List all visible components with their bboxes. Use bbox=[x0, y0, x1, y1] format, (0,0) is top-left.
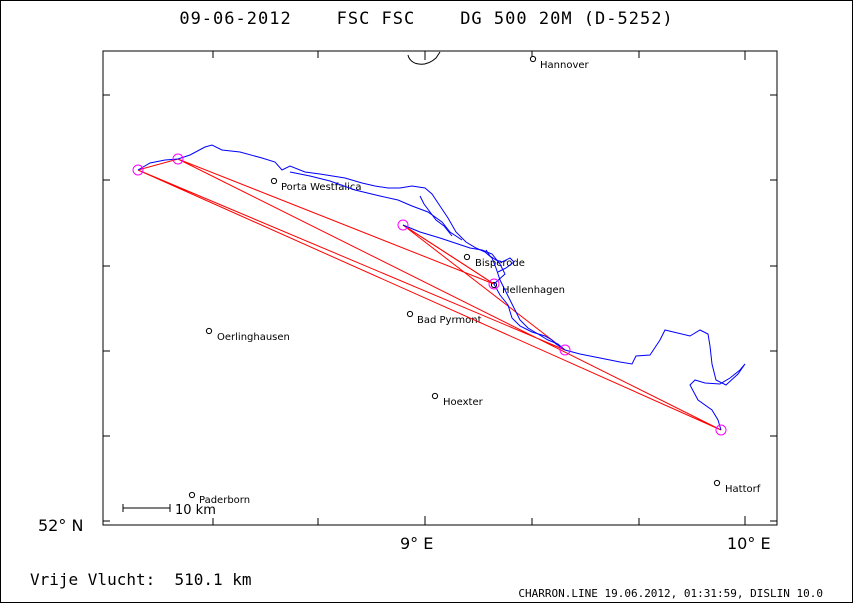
lon-label-9: 9° E bbox=[400, 534, 433, 553]
axis-ticks bbox=[103, 51, 777, 525]
turnpoint-1 bbox=[132, 164, 144, 176]
svg-text:Hattorf: Hattorf bbox=[725, 484, 761, 495]
lat-label: 52° N bbox=[38, 516, 83, 535]
turnpoint-5 bbox=[559, 344, 571, 356]
turnpoints bbox=[132, 153, 727, 436]
svg-text:Porta Westfalica: Porta Westfalica bbox=[281, 182, 362, 193]
free-flight-distance: Vrije Vlucht: 510.1 km bbox=[30, 570, 252, 589]
place-hannover: Hannover bbox=[529, 55, 590, 71]
place-bad-pyrmont: Bad Pyrmont bbox=[406, 310, 482, 326]
svg-text:Paderborn: Paderborn bbox=[199, 495, 250, 506]
boundary-fragment bbox=[407, 51, 441, 65]
scale-bar-label: 10 km bbox=[175, 503, 216, 518]
turnpoint-4 bbox=[488, 278, 500, 290]
svg-text:Oerlinghausen: Oerlinghausen bbox=[217, 332, 290, 343]
place-paderborn: Paderborn bbox=[188, 491, 250, 506]
turnpoint-2 bbox=[172, 153, 184, 165]
svg-text:Hoexter: Hoexter bbox=[443, 397, 484, 408]
place-porta-westfalica: Porta Westfalica bbox=[270, 177, 362, 193]
scale-bar: 10 km bbox=[122, 503, 216, 518]
place-oerlinghausen: Oerlinghausen bbox=[205, 327, 290, 343]
svg-text:Hannover: Hannover bbox=[540, 60, 590, 71]
place-hoexter: Hoexter bbox=[431, 392, 484, 408]
place-hattorf: Hattorf bbox=[713, 479, 761, 495]
page-title: 09-06-2012 FSC FSC DG 500 20M (D-5252) bbox=[179, 9, 674, 29]
software-info: CHARRON.LINE 19.06.2012, 01:31:59, DISLI… bbox=[518, 587, 823, 600]
turnpoint-6 bbox=[715, 424, 727, 436]
task-legs bbox=[137, 158, 722, 431]
svg-text:Hellenhagen: Hellenhagen bbox=[502, 285, 565, 296]
gps-track bbox=[137, 144, 746, 431]
lon-label-10: 10° E bbox=[727, 534, 771, 553]
map-border bbox=[102, 50, 778, 526]
svg-text:Bad Pyrmont: Bad Pyrmont bbox=[417, 315, 482, 326]
turnpoint-3 bbox=[397, 219, 409, 231]
